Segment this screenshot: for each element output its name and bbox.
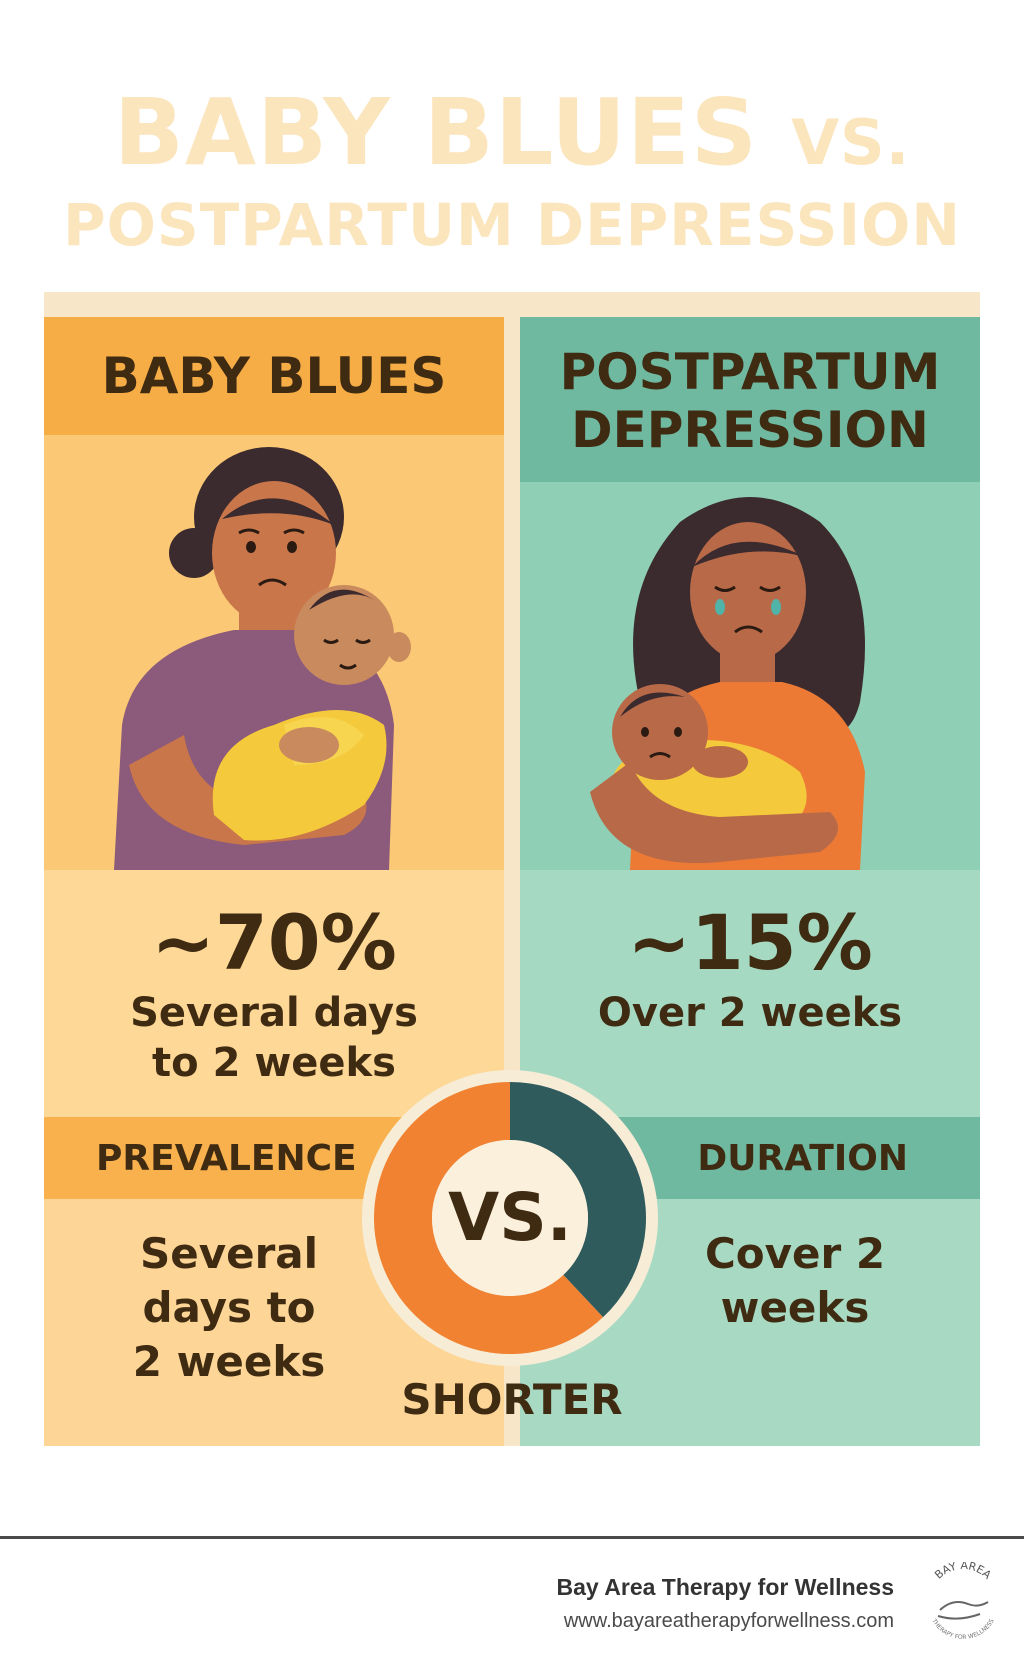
mother-holding-baby-illustration <box>114 447 411 870</box>
organization-name: Bay Area Therapy for Wellness <box>556 1574 894 1600</box>
postpartum-header-text: POSTPARTUM DEPRESSION <box>520 343 980 459</box>
baby-blues-header: BABY BLUES <box>44 317 504 435</box>
baby-blues-header-text: BABY BLUES <box>101 347 447 405</box>
baby-blues-prevalence: ~70% <box>151 898 397 987</box>
postpartum-detail-text: Cover 2 weeks <box>670 1227 920 1335</box>
postpartum-header-line2: DEPRESSION <box>571 401 929 459</box>
postpartum-illustration <box>520 482 980 870</box>
baby-blues-detail-line2: days to <box>142 1283 316 1332</box>
duration-label: DURATION <box>697 1138 908 1179</box>
vs-label: VS. <box>448 1179 572 1256</box>
baby-blues-duration-line2: to 2 weeks <box>152 1040 396 1086</box>
vs-ring: VS. <box>362 1070 658 1366</box>
baby-blues-detail-line3: 2 weeks <box>132 1337 326 1386</box>
crying-mother-holding-baby-illustration <box>590 497 865 870</box>
baby-blues-stats: ~70% Several days to 2 weeks <box>44 870 504 1117</box>
title-vs: VS. <box>791 106 911 179</box>
logo-text-top: BAY AREA <box>932 1562 994 1582</box>
postpartum-stats: ~15% Over 2 weeks <box>520 870 980 1117</box>
prevalence-label: PREVALENCE <box>96 1138 357 1179</box>
baby-blues-column: BABY BLUES <box>44 317 504 1446</box>
postpartum-detail-line1: Cover 2 <box>704 1229 886 1278</box>
footer-divider <box>0 1536 1024 1539</box>
baby-blues-illustration <box>44 435 504 870</box>
baby-blues-duration-line1: Several days <box>130 990 418 1036</box>
hands-holding-logo-icon: BAY AREA THERAPY FOR WELLNESS <box>930 1562 996 1641</box>
baby-blues-detail-line1: Several <box>139 1229 319 1278</box>
logo-text-bottom: THERAPY FOR WELLNESS <box>930 1617 996 1641</box>
vs-ring-badge: VS. <box>360 1068 660 1368</box>
baby-blues-detail-text: Several days to 2 weeks <box>104 1227 354 1389</box>
title-main: BABY BLUES <box>113 79 759 186</box>
ring-orange-segment <box>374 1082 604 1354</box>
shorter-caption: SHORTER <box>401 1375 623 1424</box>
ring-teal-segment <box>510 1082 646 1318</box>
title-line-2: POSTPARTUM DEPRESSION <box>63 191 961 259</box>
title-line-1: BABY BLUES VS. <box>0 78 1024 198</box>
postpartum-column: POSTPARTUM DEPRESSION <box>520 317 980 1446</box>
comparison-board: BABY BLUES <box>44 292 980 1446</box>
postpartum-header-line1: POSTPARTUM <box>559 343 941 401</box>
postpartum-prevalence: ~15% <box>627 898 873 987</box>
postpartum-header: POSTPARTUM DEPRESSION <box>520 317 980 482</box>
postpartum-duration: Over 2 weeks <box>597 990 903 1036</box>
website-link[interactable]: www.bayareatherapyforwellness.com <box>563 1610 894 1632</box>
postpartum-detail-line2: weeks <box>720 1283 870 1332</box>
baby-blues-duration: Several days to 2 weeks <box>44 988 504 1088</box>
